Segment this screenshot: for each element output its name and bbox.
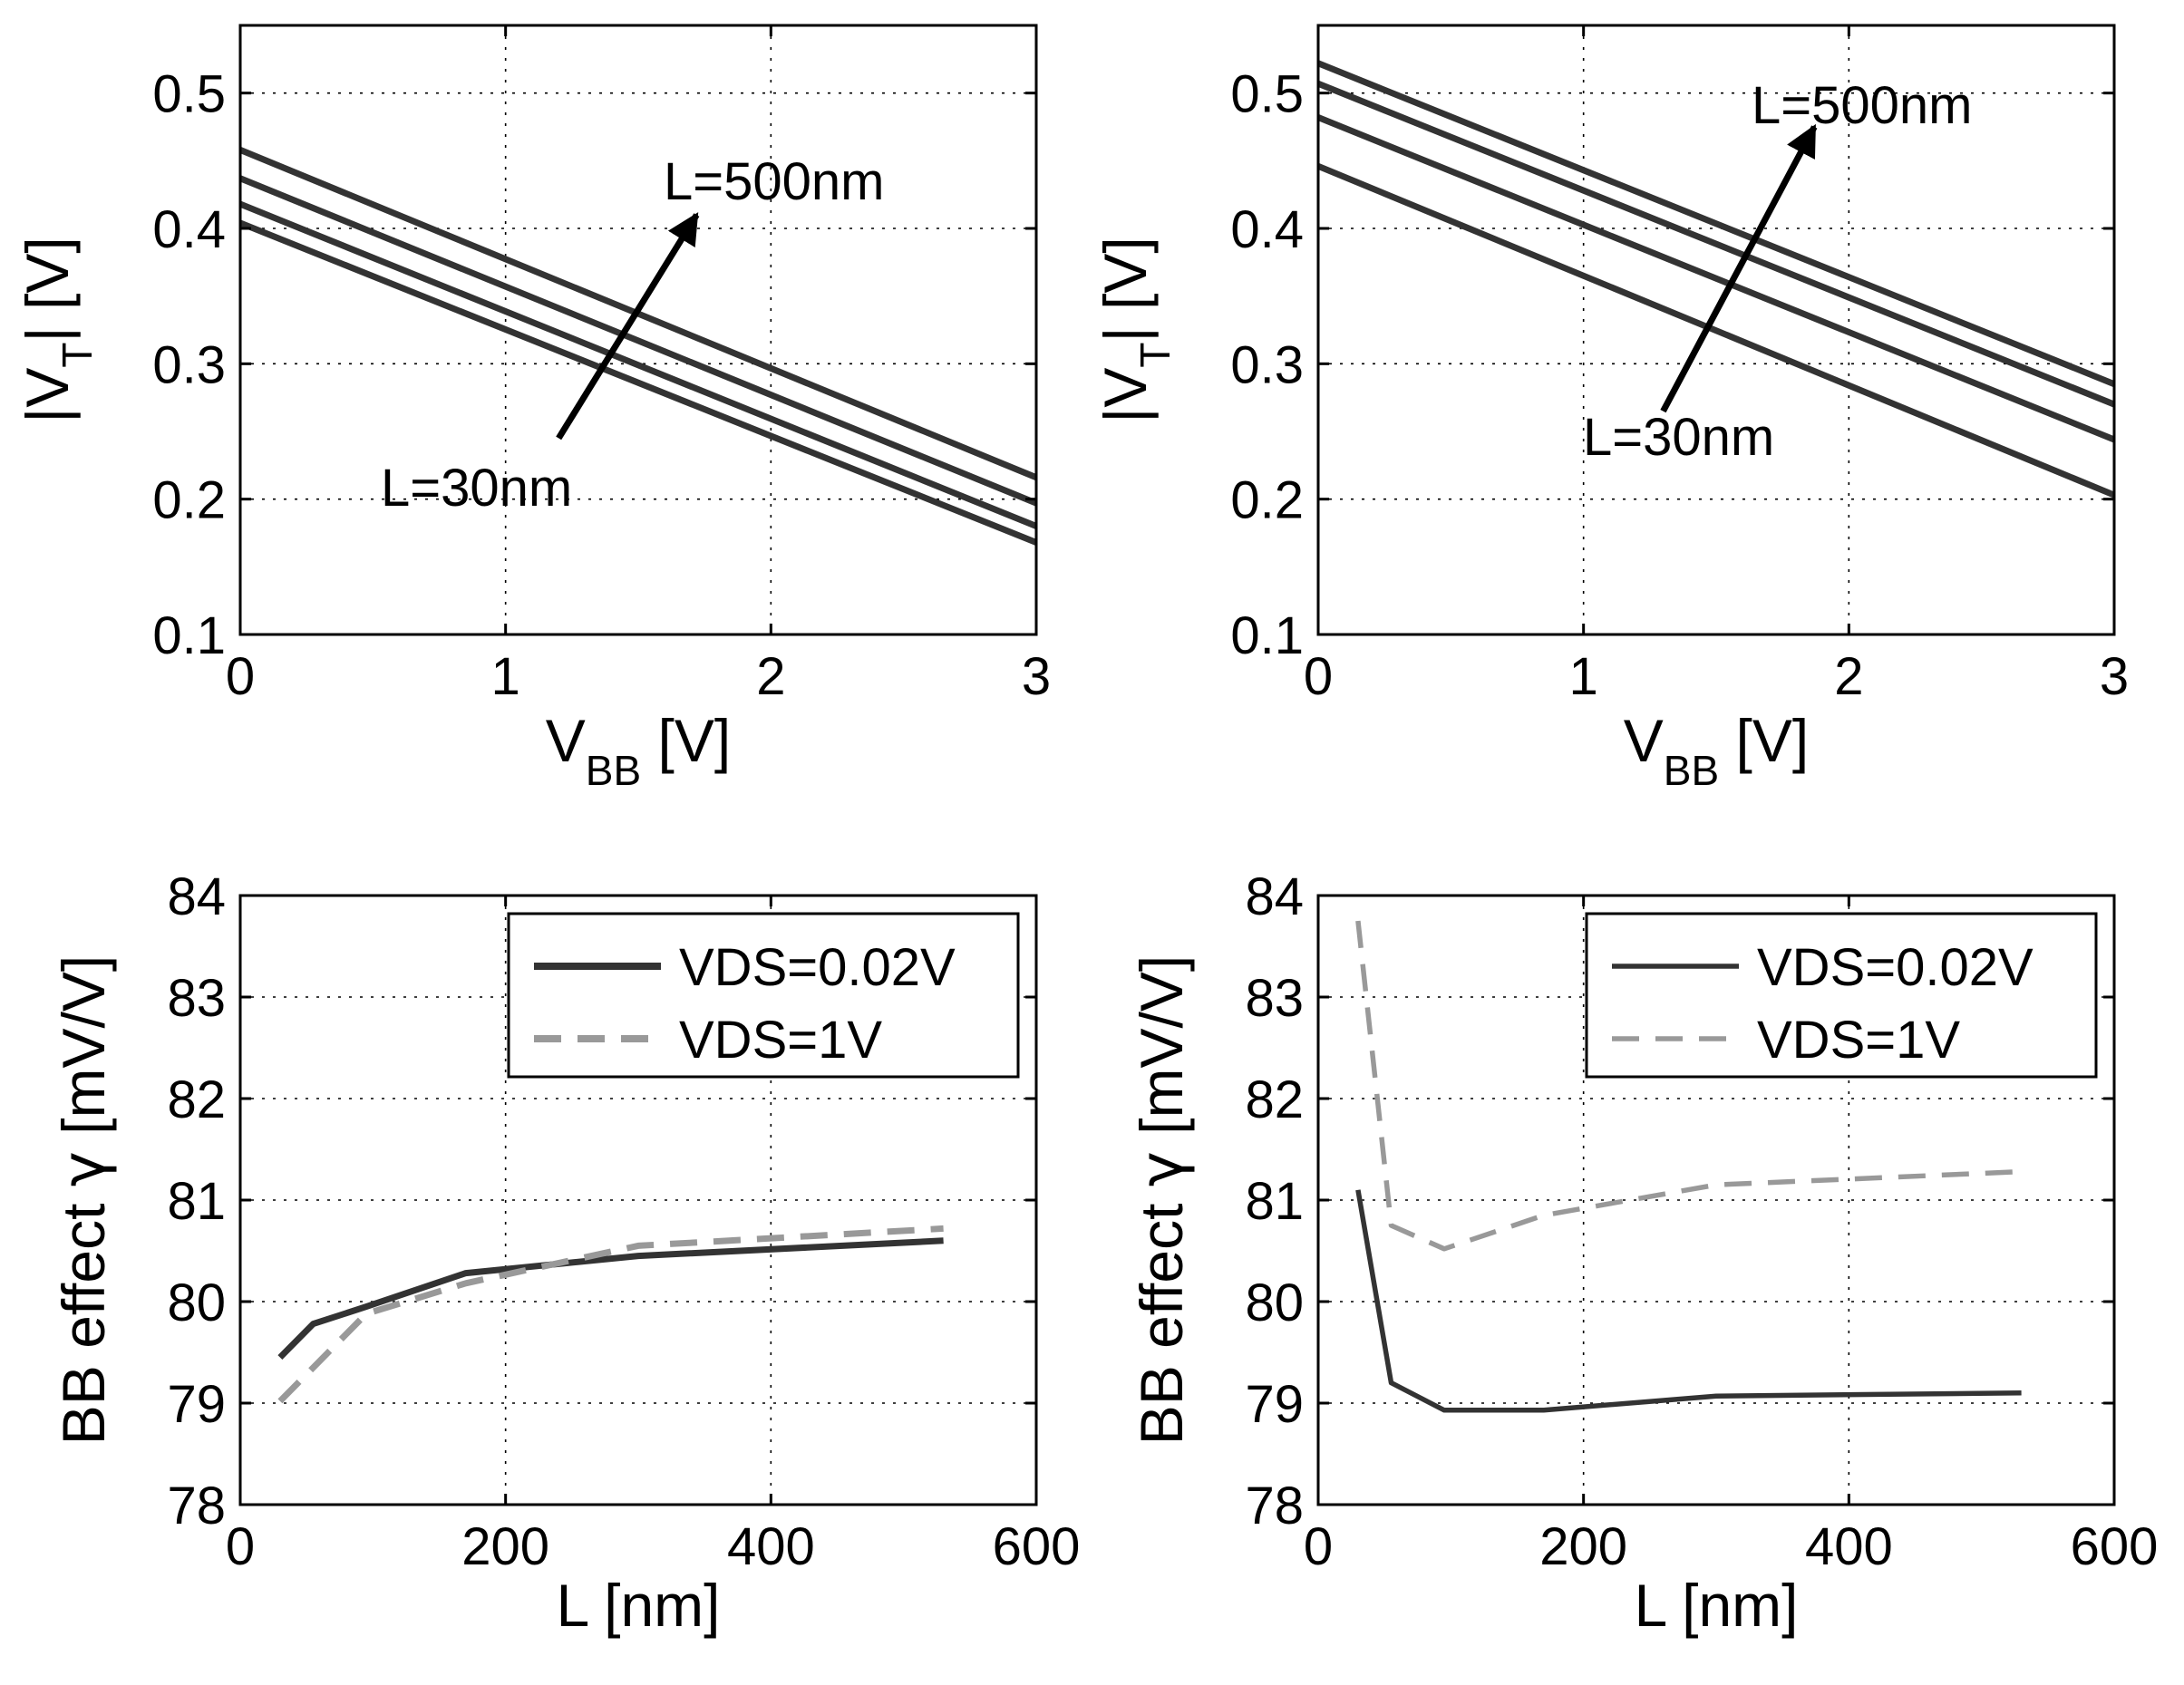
- series-line-l-30nm: [238, 219, 1038, 546]
- y-tick-label: 84: [167, 867, 226, 926]
- series-line-l-170nm: [238, 175, 1038, 507]
- series-line-l-55nm: [238, 200, 1038, 529]
- series-line-vds-0-02v: [1355, 1189, 2022, 1413]
- x-tick-label: 200: [461, 1517, 549, 1576]
- y-tick-label: 0.4: [1230, 200, 1304, 259]
- x-tick-label: 3: [1022, 647, 1051, 706]
- legend-label: VDS=1V: [679, 1011, 882, 1070]
- y-tick-label: 78: [1245, 1477, 1304, 1535]
- x-tick-label: 400: [727, 1517, 815, 1576]
- y-tick-label: 82: [1245, 1070, 1304, 1129]
- y-tick-label: 80: [167, 1273, 226, 1332]
- y-tick-label: 83: [167, 969, 226, 1028]
- legend-label: VDS=0.02V: [1757, 938, 2034, 997]
- legend-label: VDS=1V: [1757, 1011, 1960, 1070]
- legend-box: [507, 912, 1020, 1079]
- y-tick-label: 0.3: [1230, 335, 1304, 394]
- y-tick-label: 0.4: [152, 200, 226, 259]
- series-line-l-30nm: [1316, 163, 2116, 499]
- legend-box: [1585, 912, 2098, 1079]
- x-tick-label: 0: [1304, 647, 1333, 706]
- y-tick-label: 78: [167, 1477, 226, 1535]
- series-line-l-500nm: [1316, 60, 2116, 387]
- legend-label: VDS=0.02V: [679, 938, 956, 997]
- x-tick-label: 0: [1304, 1517, 1333, 1576]
- x-tick-label: 2: [756, 647, 785, 706]
- y-tick-label: 81: [1245, 1172, 1304, 1231]
- series-line-vds-1v: [1355, 920, 2022, 1252]
- y-tick-label: 83: [1245, 969, 1304, 1028]
- series-line-vds-0-02v: [277, 1237, 944, 1361]
- y-tick-label: 0.5: [152, 65, 226, 124]
- y-tick-label: 81: [167, 1172, 226, 1231]
- x-axis-label: VBB [V]: [1624, 707, 1809, 794]
- y-tick-label: 84: [1245, 867, 1304, 926]
- x-tick-label: 0: [226, 1517, 255, 1576]
- y-tick-label: 80: [1245, 1273, 1304, 1332]
- y-tick-label: 0.1: [152, 606, 226, 665]
- annotation-l-30nm: L=30nm: [1583, 408, 1774, 467]
- legend: VDS=0.02V VDS=1V: [507, 912, 1020, 1079]
- x-tick-label: 0: [226, 647, 255, 706]
- x-axis-label: L [nm]: [557, 1572, 721, 1639]
- y-axis-label: |VT| [V]: [1092, 237, 1179, 422]
- annotation-l-500nm: L=500nm: [664, 152, 884, 211]
- y-tick-label: 79: [167, 1375, 226, 1434]
- y-tick-label: 0.2: [1230, 471, 1304, 530]
- x-tick-label: 1: [491, 647, 520, 706]
- x-tick-label: 400: [1805, 1517, 1893, 1576]
- y-tick-label: 0.1: [1230, 606, 1304, 665]
- y-tick-label: 0.5: [1230, 65, 1304, 124]
- annotation-l-30nm: L=30nm: [381, 459, 572, 518]
- x-tick-label: 600: [2071, 1517, 2159, 1576]
- x-axis-label: L [nm]: [1635, 1572, 1799, 1639]
- x-tick-label: 3: [2100, 647, 2129, 706]
- legend: VDS=0.02V VDS=1V: [1585, 912, 2098, 1079]
- panel-bottom-right: 0 200 400 600 78 79 80 81 82 83 84 L [nm] BB effect …: [1127, 867, 2158, 1639]
- panel-top-left: 0 1 2 3 0.1 0.2 0.3 0.4 0.5 VBB [V] |VT| [V] L=30nm…: [14, 24, 1051, 794]
- y-tick-label: 0.2: [152, 471, 226, 530]
- length-trend-arrow: [556, 212, 700, 441]
- y-axis-label: BB effect γ [mV/V]: [1127, 955, 1197, 1445]
- x-tick-label: 600: [993, 1517, 1081, 1576]
- series-line-vds-1v: [277, 1225, 944, 1404]
- series-line-l-170nm: [1316, 80, 2116, 408]
- y-tick-label: 79: [1245, 1375, 1304, 1434]
- panel-bottom-left: 0 200 400 600 78 79 80 81 82 83 84 L [nm] BB effect …: [49, 867, 1080, 1639]
- y-axis-label: |VT| [V]: [14, 237, 101, 422]
- annotation-l-500nm: L=500nm: [1752, 76, 1972, 135]
- x-tick-label: 200: [1539, 1517, 1627, 1576]
- x-tick-label: 2: [1834, 647, 1863, 706]
- plot-frame: [238, 24, 1038, 636]
- y-tick-label: 0.3: [152, 335, 226, 394]
- plot-frame: [1316, 24, 2116, 636]
- length-trend-arrow: [1660, 123, 1818, 413]
- y-axis-label: BB effect γ [mV/V]: [49, 955, 119, 1445]
- x-tick-label: 1: [1569, 647, 1598, 706]
- series-line-l-55nm: [1316, 114, 2116, 443]
- panel-top-right: 0 1 2 3 0.1 0.2 0.3 0.4 0.5 VBB [V] |VT| [V] L=30nm…: [1092, 24, 2129, 794]
- y-tick-label: 82: [167, 1070, 226, 1129]
- x-axis-label: VBB [V]: [546, 707, 731, 794]
